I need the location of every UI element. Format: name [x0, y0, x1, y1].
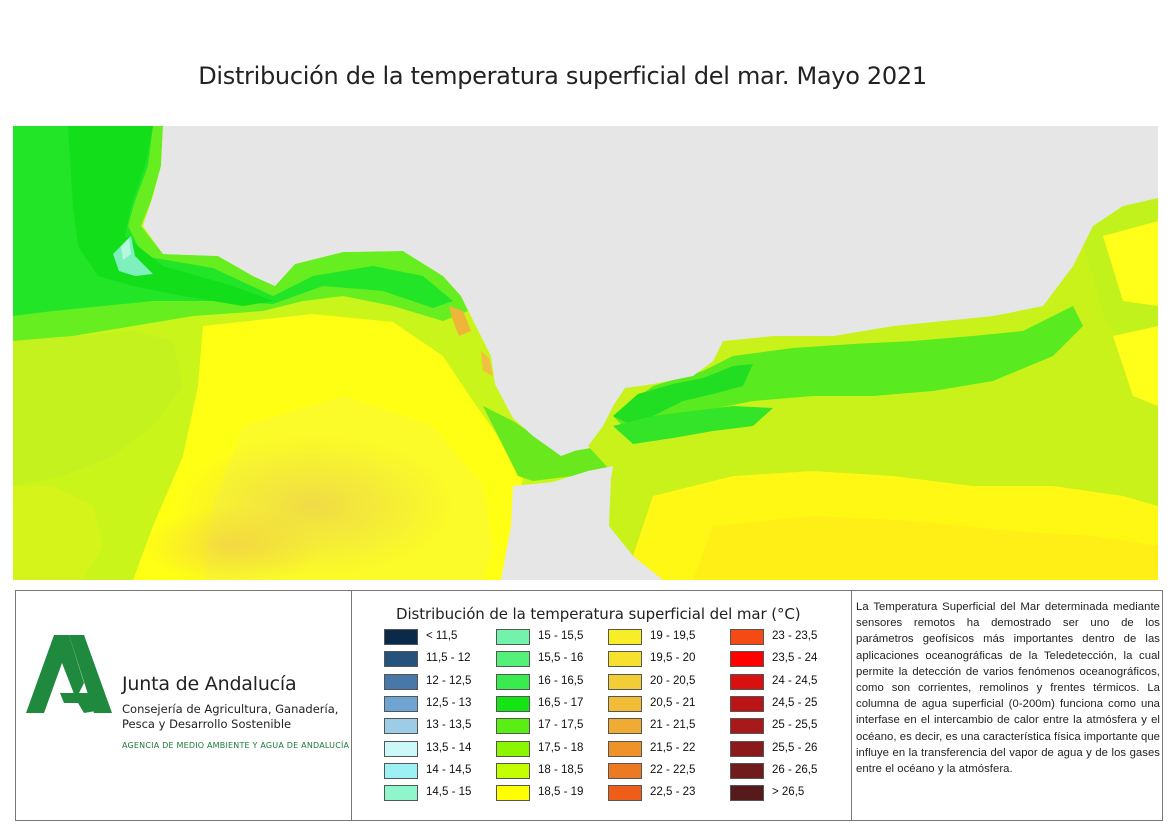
brand-name: Junta de Andalucía — [122, 673, 297, 695]
legend-label: 14 - 14,5 — [426, 763, 472, 776]
description-block: La Temperatura Superficial del Mar deter… — [852, 591, 1162, 820]
legend-swatch — [730, 740, 764, 757]
legend-swatch — [608, 718, 642, 735]
info-panel: Junta de Andalucía Consejería de Agricul… — [15, 590, 1163, 821]
legend-label: 24 - 24,5 — [772, 674, 818, 687]
legend: Distribución de la temperatura superfici… — [352, 591, 852, 820]
legend-swatch — [730, 651, 764, 668]
legend-swatch — [496, 673, 530, 690]
legend-label: 20,5 - 21 — [650, 696, 696, 709]
legend-swatch — [608, 740, 642, 757]
legend-swatch — [608, 762, 642, 779]
legend-label: 18 - 18,5 — [538, 763, 584, 776]
legend-swatch — [608, 629, 642, 645]
legend-label: 12 - 12,5 — [426, 674, 472, 687]
legend-label: 12,5 - 13 — [426, 696, 472, 709]
legend-swatch — [496, 762, 530, 779]
map-title: Distribución de la temperatura superfici… — [198, 62, 927, 90]
legend-swatch — [730, 718, 764, 735]
legend-label: 21 - 21,5 — [650, 719, 696, 732]
legend-swatch — [730, 695, 764, 712]
legend-label: 16,5 - 17 — [538, 696, 584, 709]
legend-label: < 11,5 — [426, 630, 458, 642]
legend-label: 21,5 - 22 — [650, 741, 696, 754]
legend-swatch — [496, 718, 530, 735]
legend-swatch — [608, 785, 642, 802]
legend-swatch — [730, 762, 764, 779]
legend-title: Distribución de la temperatura superfici… — [396, 605, 801, 623]
legend-swatch — [496, 785, 530, 802]
legend-label: 13 - 13,5 — [426, 719, 472, 732]
junta-de-andalucia-logo-icon — [26, 635, 112, 713]
legend-swatch — [384, 629, 418, 645]
logo-block: Junta de Andalucía Consejería de Agricul… — [16, 591, 352, 820]
legend-label: 26 - 26,5 — [772, 763, 818, 776]
legend-label: 19 - 19,5 — [650, 630, 696, 642]
legend-swatch — [384, 673, 418, 690]
legend-label: 15,5 - 16 — [538, 652, 584, 665]
legend-label: 22 - 22,5 — [650, 763, 696, 776]
legend-swatch — [730, 629, 764, 645]
legend-swatch — [730, 785, 764, 802]
legend-swatch — [384, 740, 418, 757]
legend-label: 19,5 - 20 — [650, 652, 696, 665]
legend-label: 14,5 - 15 — [426, 786, 472, 799]
legend-label: 17,5 - 18 — [538, 741, 584, 754]
legend-label: 15 - 15,5 — [538, 630, 584, 642]
sst-map-canvas — [13, 126, 1158, 580]
legend-label: 13,5 - 14 — [426, 741, 472, 754]
sst-map — [13, 126, 1158, 580]
legend-label: 22,5 - 23 — [650, 786, 696, 799]
legend-label: 24,5 - 25 — [772, 696, 818, 709]
legend-swatch — [608, 651, 642, 668]
legend-label: 20 - 20,5 — [650, 674, 696, 687]
legend-swatch — [608, 695, 642, 712]
legend-label: 25 - 25,5 — [772, 719, 818, 732]
legend-label: 17 - 17,5 — [538, 719, 584, 732]
legend-swatch — [384, 762, 418, 779]
mediterranean-sea — [588, 198, 1158, 580]
legend-swatch — [384, 695, 418, 712]
legend-swatch — [496, 695, 530, 712]
brand-department-line-2: Pesca y Desarrollo Sostenible — [122, 717, 292, 731]
legend-swatch — [384, 718, 418, 735]
coast-masks — [143, 126, 1158, 580]
legend-label: 16 - 16,5 — [538, 674, 584, 687]
description-text: La Temperatura Superficial del Mar deter… — [856, 601, 1160, 776]
legend-swatch — [608, 673, 642, 690]
legend-label: 11,5 - 12 — [426, 652, 471, 665]
atlantic-sea — [13, 126, 623, 580]
legend-label: 23,5 - 24 — [772, 652, 818, 665]
legend-swatch — [730, 673, 764, 690]
legend-swatch — [384, 785, 418, 802]
brand-department-line-1: Consejería de Agricultura, Ganadería, — [122, 702, 339, 716]
legend-swatch — [384, 651, 418, 668]
legend-label: > 26,5 — [772, 786, 805, 799]
legend-label: 25,5 - 26 — [772, 741, 818, 754]
legend-label: 18,5 - 19 — [538, 786, 584, 799]
legend-swatch — [496, 740, 530, 757]
agency-name: AGENCIA DE MEDIO AMBIENTE Y AGUA DE ANDA… — [122, 741, 350, 750]
legend-swatch — [496, 629, 530, 645]
legend-label: 23 - 23,5 — [772, 630, 818, 642]
legend-swatch — [496, 651, 530, 668]
